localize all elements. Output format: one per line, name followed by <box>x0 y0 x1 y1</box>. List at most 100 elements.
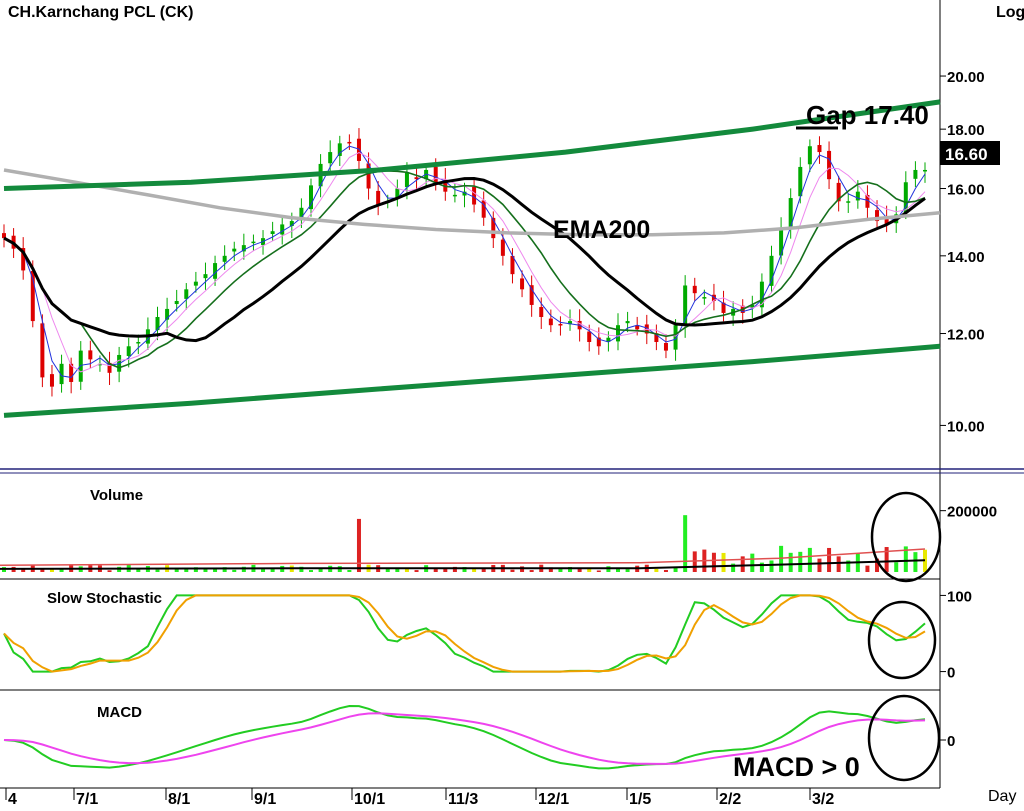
candle-body <box>366 163 371 189</box>
volume-bar <box>309 570 313 572</box>
volume-bar <box>414 570 419 572</box>
candle-body <box>309 185 313 210</box>
candle-body <box>913 169 918 179</box>
volume-bar <box>817 558 822 572</box>
price-panel <box>2 99 941 418</box>
gap-annotation: Gap 17.40 <box>806 100 929 130</box>
volume-bar <box>625 569 630 572</box>
candle-body <box>107 362 112 373</box>
volume-bar <box>49 568 54 572</box>
volume-bar <box>750 553 755 572</box>
candle-body <box>97 363 102 366</box>
ema200-annotation: EMA200 <box>553 216 650 244</box>
candle-body <box>807 146 812 165</box>
volume-bar <box>40 568 45 572</box>
candle-body <box>462 191 467 196</box>
macd-title: MACD <box>97 704 142 721</box>
candle-body <box>59 363 64 385</box>
volume-bar <box>136 569 141 572</box>
volume-bar <box>846 560 851 572</box>
candle-body <box>2 233 6 239</box>
candle-body <box>155 316 160 331</box>
candle-body <box>174 300 179 305</box>
candle-body <box>241 245 246 252</box>
candle-body <box>884 216 889 225</box>
candle-body <box>232 248 237 252</box>
candle-body <box>683 285 688 326</box>
candle-body <box>395 188 400 198</box>
candle-body <box>923 169 927 172</box>
time-tick-label: 12/1 <box>538 791 569 806</box>
candle-body <box>817 145 822 153</box>
volume-bar <box>203 568 208 572</box>
volume-bar <box>654 568 659 572</box>
candle-body <box>596 337 601 347</box>
volume-panel <box>0 515 927 572</box>
volume-bar <box>596 570 601 572</box>
candle-body <box>548 318 553 326</box>
volume-bar <box>548 567 553 572</box>
macd-annotation: MACD > 0 <box>733 752 860 782</box>
volume-bar <box>222 567 227 572</box>
volume-bar <box>827 547 832 572</box>
volume-bar <box>443 568 448 572</box>
volume-bar <box>452 566 457 572</box>
candle-body <box>625 321 630 324</box>
stochastic-k-line <box>3 594 926 673</box>
candle-body <box>136 341 141 344</box>
volume-bar <box>865 565 870 572</box>
candle-body <box>414 177 419 180</box>
volume-bar <box>884 547 889 572</box>
stochastic-d-line <box>3 594 926 673</box>
volume-bar <box>558 568 563 572</box>
candle-body <box>654 333 659 342</box>
volume-bar <box>740 556 745 572</box>
candle-body <box>472 186 477 205</box>
candle-body <box>673 325 678 350</box>
macd-line <box>3 704 926 770</box>
candle-body <box>903 182 908 213</box>
volume-bar <box>913 552 918 572</box>
volume-bar <box>481 568 486 572</box>
candle-body <box>875 210 880 222</box>
candle-body <box>78 350 83 382</box>
candle-body <box>865 194 870 208</box>
candle-body <box>30 270 35 322</box>
time-tick-label: 11/3 <box>448 791 478 806</box>
candle-body <box>404 173 409 188</box>
volume-bar <box>529 570 534 572</box>
macd-highlight-circle <box>867 694 941 782</box>
volume-tick-label: 200000 <box>947 504 997 521</box>
volume-title: Volume <box>90 487 143 504</box>
candle-body <box>798 166 803 197</box>
volume-bar <box>472 567 477 572</box>
volume-bar <box>836 556 841 572</box>
volume-bar <box>347 570 352 572</box>
volume-bar <box>798 551 803 572</box>
stochastic-tick-label: 100 <box>947 588 972 605</box>
volume-bar <box>193 567 198 572</box>
candle-body <box>587 331 592 342</box>
axes: 10.00 12.00 14.00 16.00 18.00 20.00 4 7/1 8/1 9/1… <box>5 69 997 808</box>
volume-bar <box>663 570 668 572</box>
candle-body <box>452 194 457 197</box>
stochastic-tick-label: 0 <box>947 665 955 682</box>
candle-body <box>337 143 342 156</box>
volume-bar <box>568 567 573 572</box>
candle-body <box>711 294 716 301</box>
macd-panel <box>3 704 926 770</box>
candle-body <box>126 346 131 356</box>
candle-body <box>491 217 496 239</box>
price-tick-label: 20.00 <box>947 69 985 86</box>
candle-body <box>539 307 544 317</box>
volume-bar <box>683 515 688 572</box>
candle-body <box>433 166 438 183</box>
candle-body <box>635 325 640 330</box>
volume-bar <box>721 552 726 572</box>
time-tick-label: 3/2 <box>812 791 834 806</box>
volume-bar <box>404 567 409 572</box>
candle-body <box>616 325 620 342</box>
ma-black-line <box>3 176 926 343</box>
time-tick-label: 1/5 <box>629 791 651 806</box>
candle-body <box>481 200 486 218</box>
